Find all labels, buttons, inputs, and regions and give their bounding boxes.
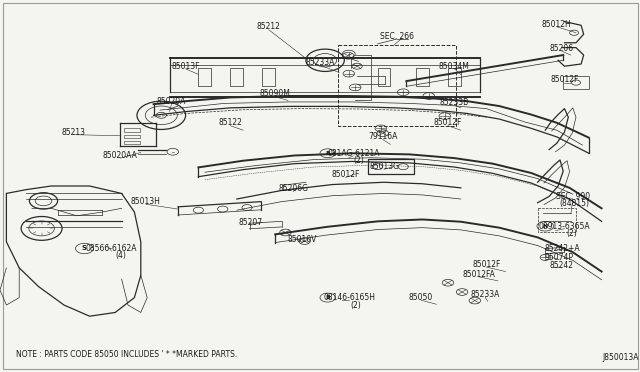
Bar	[198, 68, 211, 86]
Text: 85233A: 85233A	[470, 290, 500, 299]
Text: B: B	[325, 151, 330, 156]
Bar	[124, 141, 140, 144]
Text: SEC. 990: SEC. 990	[556, 192, 590, 201]
Text: SEC. 266: SEC. 266	[380, 32, 414, 41]
Text: S: S	[82, 246, 87, 251]
Text: 85012F: 85012F	[332, 170, 360, 179]
Text: 85207: 85207	[239, 218, 263, 227]
Text: (4): (4)	[115, 251, 125, 260]
Text: 85212: 85212	[257, 22, 281, 31]
Text: 85213: 85213	[61, 128, 86, 137]
Text: 85012FA: 85012FA	[462, 270, 495, 279]
Text: (84815): (84815)	[560, 199, 589, 208]
Text: 85242+A: 85242+A	[544, 244, 580, 253]
Text: 85013F: 85013F	[172, 62, 200, 71]
Text: NOTE : PARTS CODE 85050 INCLUDES ' * *MARKED PARTS.: NOTE : PARTS CODE 85050 INCLUDES ' * *MA…	[16, 350, 237, 359]
Text: 85050: 85050	[409, 293, 433, 302]
Text: 85020A: 85020A	[157, 97, 186, 106]
Text: 85206G: 85206G	[278, 185, 308, 193]
Bar	[416, 68, 429, 86]
Text: (2): (2)	[353, 156, 364, 165]
Bar	[378, 68, 390, 86]
Text: 85012H: 85012H	[542, 20, 572, 29]
Text: 081AG-6121A: 081AG-6121A	[327, 149, 380, 158]
Text: 85090M: 85090M	[260, 89, 291, 98]
Text: 85122: 85122	[218, 118, 243, 127]
Text: 08566-6162A: 08566-6162A	[86, 244, 137, 253]
Text: N: N	[543, 224, 548, 229]
Bar	[124, 135, 140, 138]
Text: 85242: 85242	[550, 262, 574, 270]
Bar	[338, 45, 456, 126]
Text: 85012F: 85012F	[550, 76, 579, 84]
Bar	[230, 68, 243, 86]
Bar	[368, 159, 414, 174]
Text: 95074P: 95074P	[545, 253, 574, 262]
Text: 85020AA: 85020AA	[103, 151, 138, 160]
Text: 85013H: 85013H	[131, 197, 161, 206]
Text: 85012F: 85012F	[434, 118, 462, 127]
Bar	[124, 128, 140, 132]
Text: B: B	[325, 295, 330, 300]
Text: 85233B: 85233B	[440, 98, 469, 107]
Text: J850013A: J850013A	[602, 353, 639, 362]
Text: 85233A: 85233A	[305, 58, 335, 67]
Bar	[538, 208, 576, 232]
Text: 85010V: 85010V	[287, 235, 317, 244]
Text: 08913-6365A: 08913-6365A	[539, 222, 590, 231]
Text: (2): (2)	[351, 301, 361, 310]
Bar	[563, 76, 589, 89]
Text: 85034M: 85034M	[439, 62, 470, 71]
Text: (2): (2)	[567, 229, 577, 238]
Bar	[448, 68, 461, 86]
Text: 85013G: 85013G	[369, 162, 399, 171]
Text: 79116A: 79116A	[368, 132, 397, 141]
Text: 08146-6165H: 08146-6165H	[323, 293, 376, 302]
Text: 85206: 85206	[550, 44, 574, 53]
Bar	[262, 68, 275, 86]
Text: 85012F: 85012F	[472, 260, 500, 269]
